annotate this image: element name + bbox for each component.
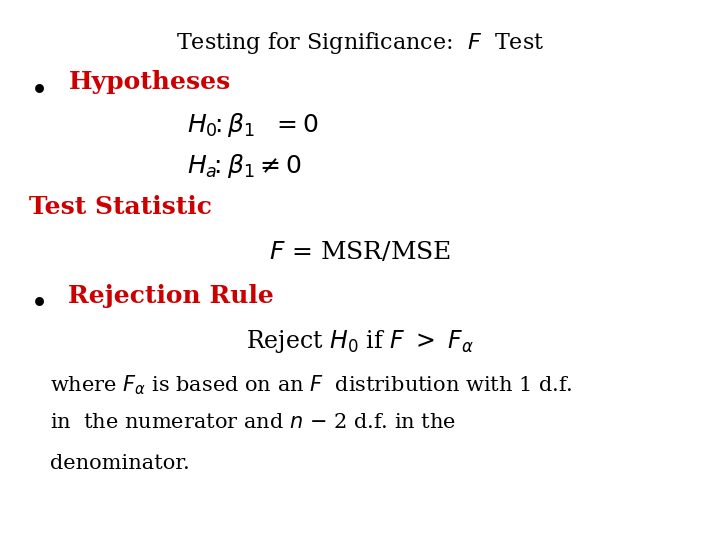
Text: $\bullet$: $\bullet$ <box>29 286 45 315</box>
Text: denominator.: denominator. <box>50 454 190 472</box>
Text: Hypotheses: Hypotheses <box>68 70 230 94</box>
Text: in  the numerator and $\mathit{n}$ $-$ 2 d.f. in the: in the numerator and $\mathit{n}$ $-$ 2 … <box>50 413 456 432</box>
Text: $\mathit{F}$ = MSR/MSE: $\mathit{F}$ = MSR/MSE <box>269 240 451 264</box>
Text: $\bullet$: $\bullet$ <box>29 73 45 102</box>
Text: $H_a\!\!: \beta_1 \neq 0$: $H_a\!\!: \beta_1 \neq 0$ <box>187 152 302 180</box>
Text: $H_0\!\!: \beta_1\ \ = 0$: $H_0\!\!: \beta_1\ \ = 0$ <box>187 111 319 139</box>
Text: where $F_{\alpha}$ is based on an $\mathit{F}$  distribution with 1 d.f.: where $F_{\alpha}$ is based on an $\math… <box>50 374 573 397</box>
Text: Reject $H_0$ if $\mathit{F}\ >\ F_{\alpha}$: Reject $H_0$ if $\mathit{F}\ >\ F_{\alph… <box>246 328 474 355</box>
Text: Testing for Significance:  $\mathit{F}$  Test: Testing for Significance: $\mathit{F}$ T… <box>176 30 544 56</box>
Text: Test Statistic: Test Statistic <box>29 195 212 219</box>
Text: Rejection Rule: Rejection Rule <box>68 284 274 307</box>
